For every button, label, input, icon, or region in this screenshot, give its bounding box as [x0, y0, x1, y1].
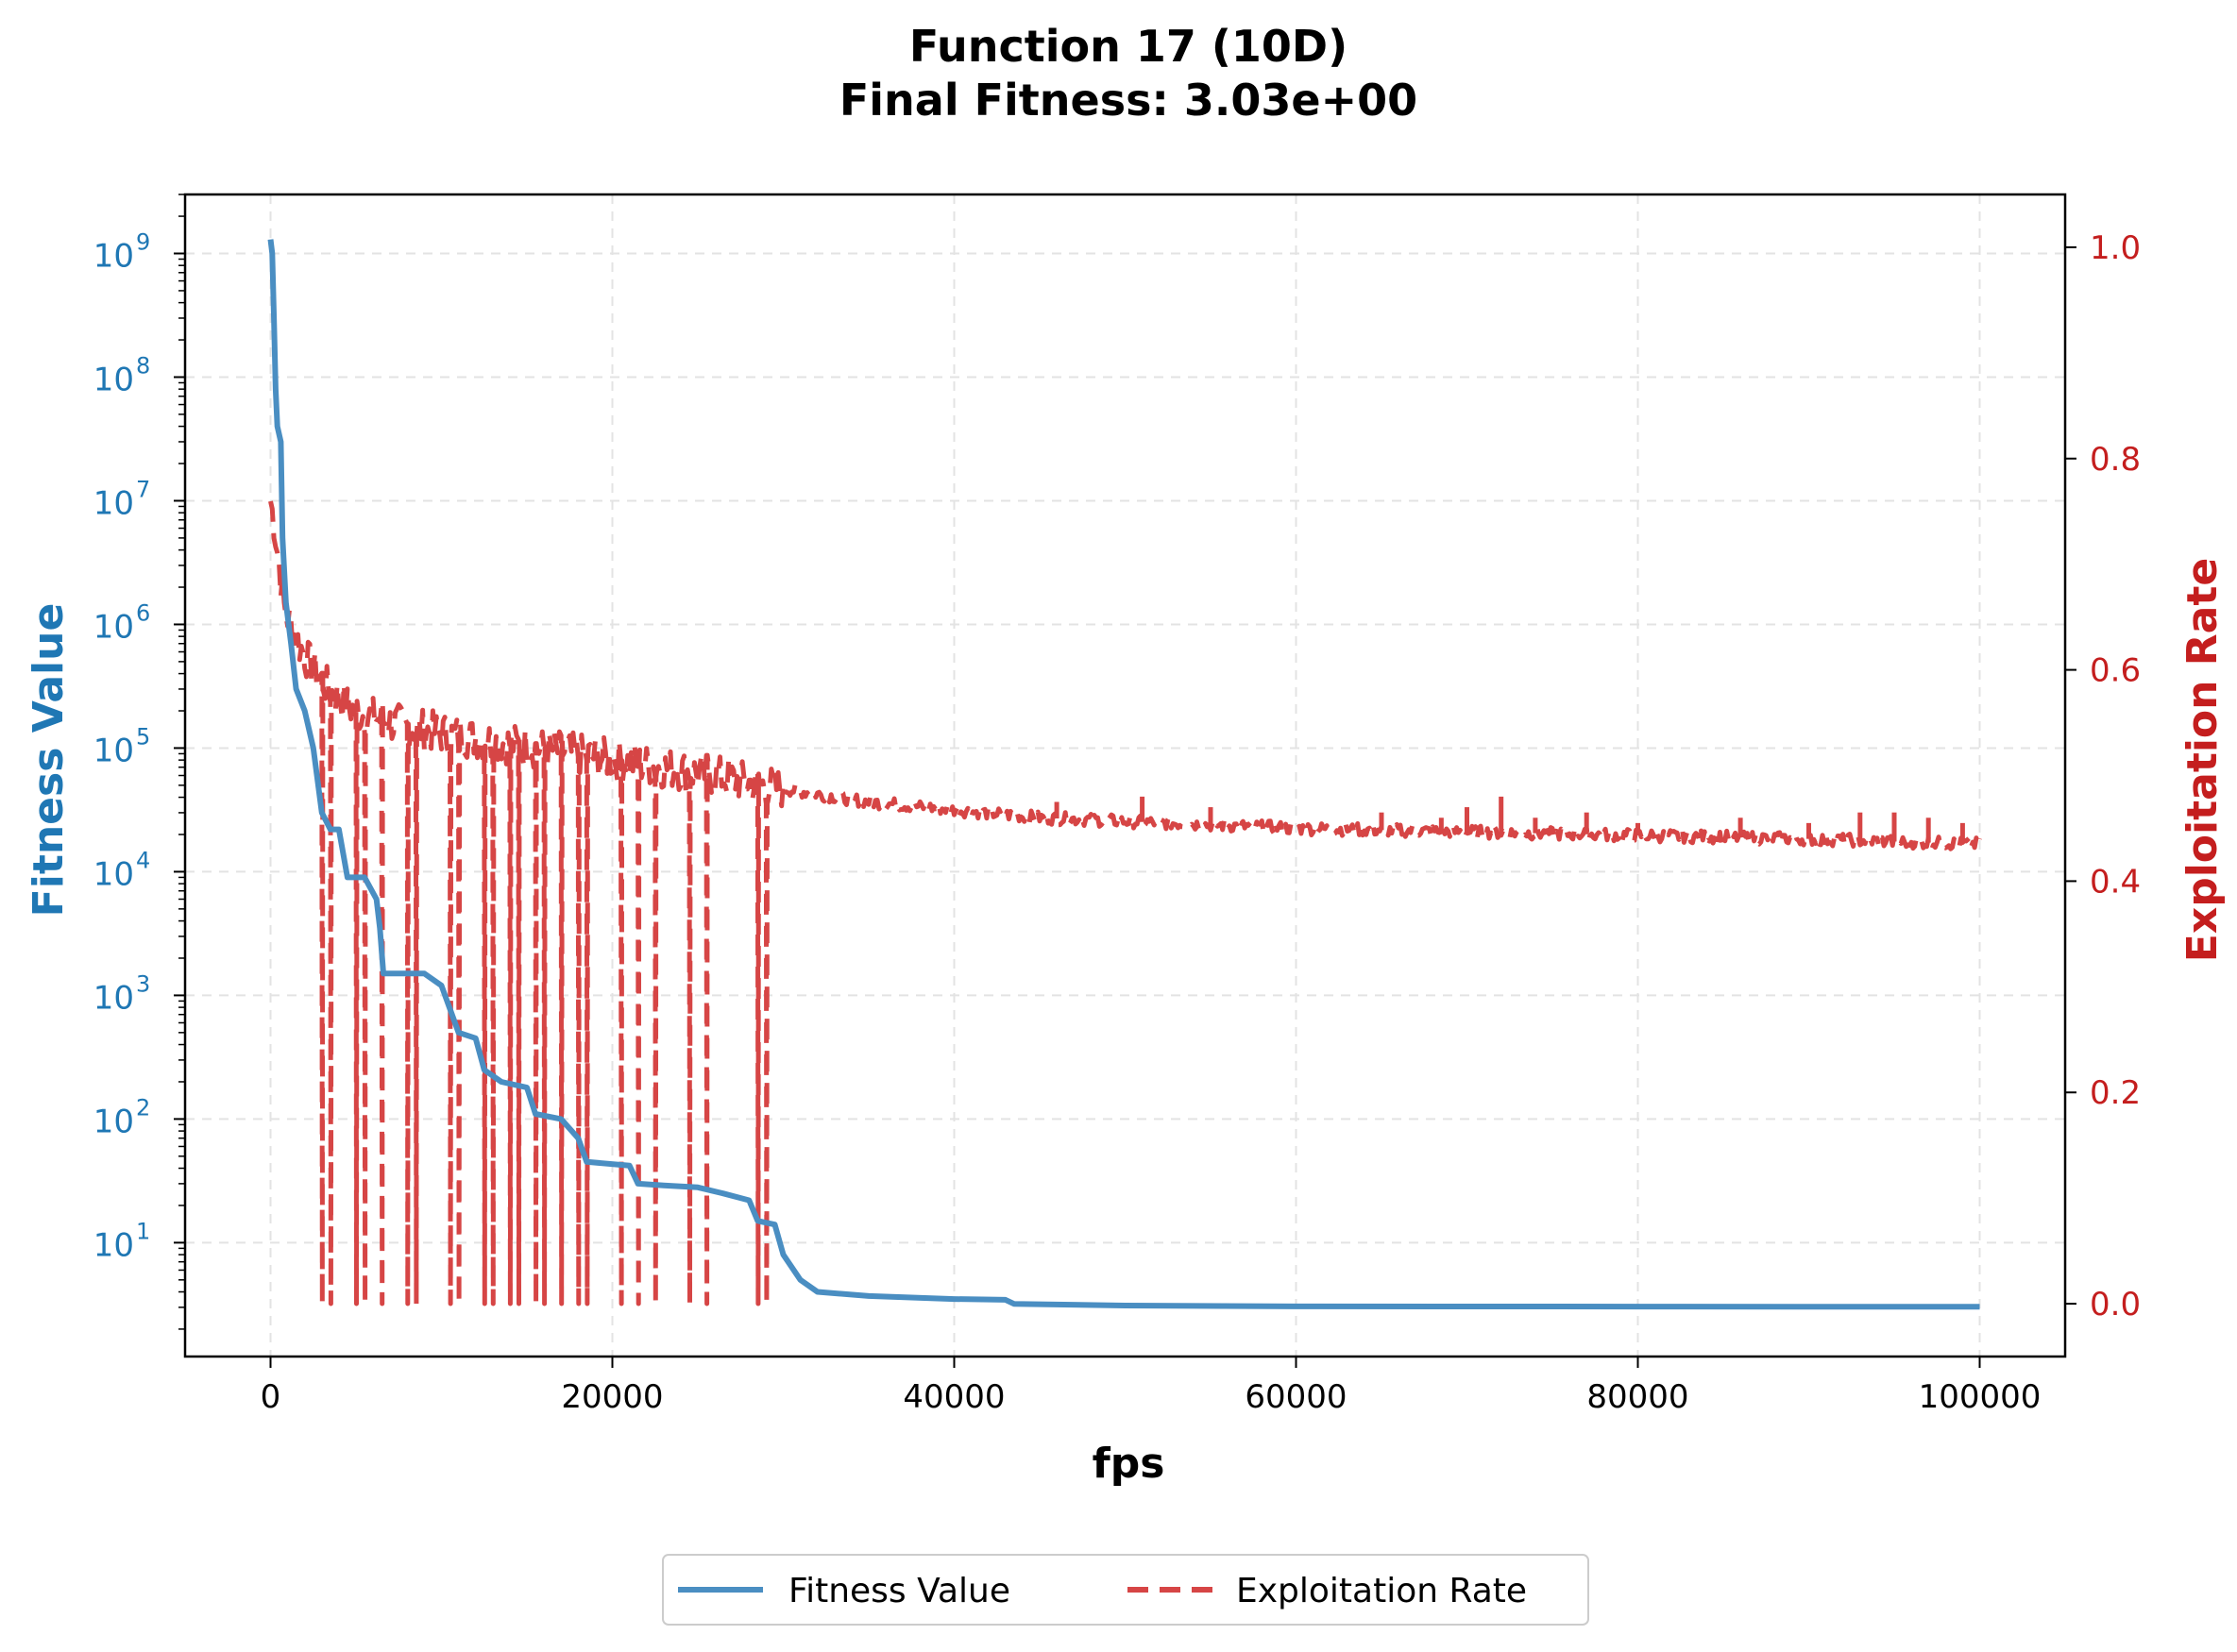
left-tick-label: 10: [93, 732, 134, 769]
legend-box: [662, 1554, 1589, 1626]
left-tick-label: 10: [93, 484, 134, 522]
exploitation-rate-line: [268, 500, 1982, 1306]
exploitation-rate-series: [268, 500, 1982, 1306]
x-axis-ticks: 0 20000 40000 60000 80000 100000: [261, 1357, 2042, 1416]
left-tick-exponent: 4: [136, 847, 150, 873]
left-tick-exponent: 9: [136, 228, 150, 255]
left-tick-exponent: 8: [136, 352, 150, 379]
chart-title-line2: Final Fitness: 3.03e+00: [839, 75, 1417, 126]
left-tick-label: 10: [93, 1103, 134, 1140]
right-tick-label: 0.2: [2090, 1074, 2141, 1112]
legend-fitness-label: Fitness Value: [788, 1572, 1010, 1610]
right-tick-label: 0.0: [2090, 1286, 2141, 1323]
x-tick-label: 20000: [561, 1378, 663, 1416]
x-tick-label: 100000: [1919, 1378, 2042, 1416]
left-tick-label: 10: [93, 361, 134, 398]
left-tick-label: 10: [93, 979, 134, 1017]
left-axis-label: Fitness Value: [25, 603, 73, 918]
right-tick-label: 0.4: [2090, 863, 2141, 901]
x-tick-label: 80000: [1586, 1378, 1688, 1416]
right-tick-label: 1.0: [2090, 229, 2141, 267]
left-tick-label: 10: [93, 237, 134, 275]
chart-title-line1: Function 17 (10D): [909, 21, 1347, 72]
left-tick-exponent: 3: [136, 970, 150, 997]
plot-frame: [183, 193, 2067, 1358]
left-tick-label: 10: [93, 1226, 134, 1264]
left-tick-label: 10: [93, 608, 134, 646]
x-tick-label: 40000: [903, 1378, 1005, 1416]
legend: Fitness Value Exploitation Rate: [662, 1554, 1589, 1626]
fitness-value-series: [267, 239, 1980, 1310]
fitness-value-line: [267, 239, 1980, 1310]
x-tick-label: 60000: [1245, 1378, 1347, 1416]
grid-layer: [185, 194, 2065, 1357]
left-tick-exponent: 6: [136, 599, 150, 626]
legend-exploitation-label: Exploitation Rate: [1236, 1572, 1527, 1610]
left-tick-label: 10: [93, 855, 134, 893]
left-tick-exponent: 1: [136, 1218, 150, 1244]
x-tick-label: 0: [261, 1378, 281, 1416]
right-axis-ticks: 0.0 0.2 0.4 0.6 0.8 1.0: [2065, 229, 2141, 1323]
right-tick-label: 0.8: [2090, 441, 2141, 479]
right-tick-label: 0.6: [2090, 652, 2141, 690]
left-tick-exponent: 5: [136, 723, 150, 750]
left-tick-exponent: 7: [136, 476, 150, 502]
right-axis-label: Exploitation Rate: [2178, 558, 2227, 962]
left-tick-exponent: 2: [136, 1094, 150, 1121]
x-axis-label: fps: [1093, 1440, 1165, 1488]
